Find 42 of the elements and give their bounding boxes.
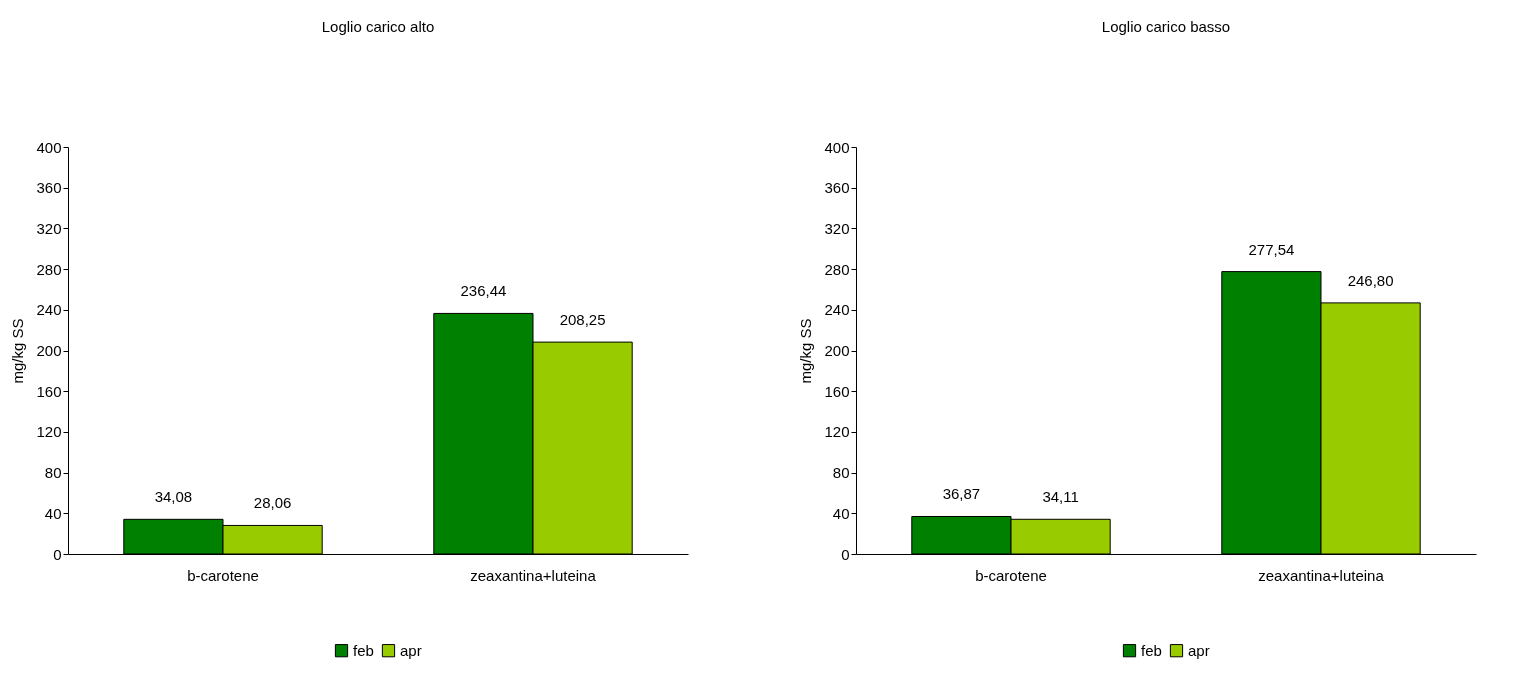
x-tick-label: zeaxantina+luteina: [470, 566, 597, 584]
chart-title: Loglio carico basso: [1101, 18, 1231, 35]
legend-label: apr: [400, 641, 422, 659]
y-tick-label: 280: [36, 260, 62, 278]
y-tick-label: 80: [44, 464, 62, 482]
y-tick-label: 240: [36, 301, 62, 319]
legend-label: feb: [353, 641, 374, 659]
y-tick-label: 120: [36, 423, 62, 441]
legend-label: apr: [1188, 641, 1210, 659]
x-tick-label: b-carotene: [975, 566, 1047, 584]
data-label: 246,80: [1347, 271, 1394, 289]
y-tick-label: 280: [824, 260, 850, 278]
y-tick-label: 40: [832, 504, 850, 522]
y-tick-label: 80: [832, 464, 850, 482]
y-tick-label: 200: [36, 342, 62, 359]
y-axis-title: mg/kg SS: [9, 318, 27, 384]
chart-title: Loglio carico alto: [321, 18, 435, 35]
data-label: 208,25: [559, 311, 606, 329]
y-tick-label: 360: [36, 179, 62, 197]
y-axis-title: mg/kg SS: [797, 318, 815, 384]
y-tick-label: 360: [824, 179, 850, 197]
y-tick-label: 0: [841, 545, 850, 563]
data-label: 28,06: [253, 494, 292, 512]
y-tick-label: 160: [36, 382, 62, 400]
legend-label: feb: [1141, 641, 1162, 659]
y-tick-label: 240: [824, 301, 850, 319]
data-label: 277,54: [1248, 240, 1295, 258]
y-tick-label: 120: [824, 423, 850, 441]
x-tick-label: zeaxantina+luteina: [1258, 566, 1385, 584]
data-label: 34,08: [154, 488, 193, 506]
data-label: 236,44: [460, 282, 507, 300]
data-label: 36,87: [942, 485, 981, 503]
data-label: 34,11: [1042, 488, 1079, 506]
y-tick-label: 320: [824, 219, 850, 237]
y-tick-label: 160: [824, 382, 850, 400]
y-tick-label: 200: [824, 342, 850, 359]
y-tick-label: 400: [824, 138, 850, 156]
y-tick-label: 0: [53, 545, 62, 563]
y-tick-label: 40: [44, 504, 62, 522]
y-tick-label: 400: [36, 138, 62, 156]
x-tick-label: b-carotene: [187, 566, 259, 584]
y-tick-label: 320: [36, 219, 62, 237]
